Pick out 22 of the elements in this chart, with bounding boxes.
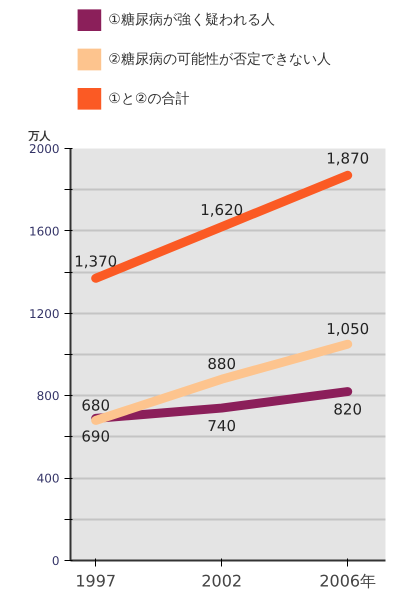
y-tick-label: 400 xyxy=(36,472,60,486)
x-tick-label: 1997 xyxy=(75,572,116,590)
data-label: 1,370 xyxy=(74,252,118,270)
legend-label: ①と②の合計 xyxy=(108,90,190,107)
y-tick-label: 2000 xyxy=(28,142,60,156)
x-tick-label: 2006年 xyxy=(319,572,376,590)
data-label: 1,870 xyxy=(326,149,370,168)
data-label: 740 xyxy=(207,417,236,436)
data-label: 1,620 xyxy=(200,200,244,219)
y-tick-label: 800 xyxy=(36,389,60,404)
data-label: 880 xyxy=(207,355,236,374)
data-label: 820 xyxy=(333,400,362,419)
y-tick-label: 1200 xyxy=(28,306,60,321)
legend-label: ①糖尿病が強く疑われる人 xyxy=(108,12,275,28)
y-tick-label: 1600 xyxy=(28,224,60,238)
data-label: 690 xyxy=(81,427,110,446)
x-tick-label: 2002 xyxy=(201,572,242,590)
data-label: 1,050 xyxy=(326,320,370,338)
y-axis-title: 万人 xyxy=(28,130,52,142)
data-label: 680 xyxy=(81,396,110,414)
y-tick-label: 0 xyxy=(52,554,60,568)
legend-label: ②糖尿病の可能性が否定できない人 xyxy=(108,52,331,68)
